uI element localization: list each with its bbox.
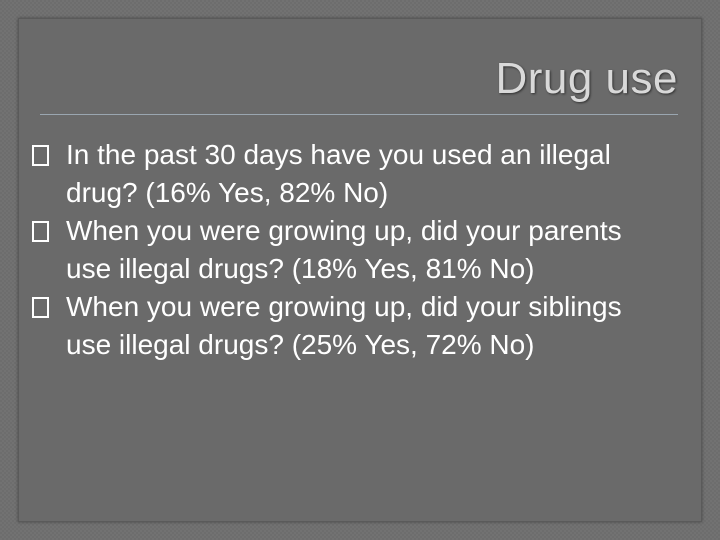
- bullet-text-2: When you were growing up, did your paren…: [66, 215, 622, 284]
- slide-frame: [18, 18, 702, 522]
- square-bullet-icon: [32, 145, 49, 166]
- square-bullet-icon: [32, 221, 49, 242]
- title-divider: [40, 114, 678, 115]
- bullet-item-1: In the past 30 days have you used an ill…: [32, 136, 672, 212]
- bullet-text-1: In the past 30 days have you used an ill…: [66, 139, 611, 208]
- bullet-text-3: When you were growing up, did your sibli…: [66, 291, 622, 360]
- bullet-list: In the past 30 days have you used an ill…: [32, 136, 672, 364]
- bullet-item-3: When you were growing up, did your sibli…: [32, 288, 672, 364]
- bullet-item-2: When you were growing up, did your paren…: [32, 212, 672, 288]
- square-bullet-icon: [32, 297, 49, 318]
- slide-title: Drug use: [495, 54, 678, 103]
